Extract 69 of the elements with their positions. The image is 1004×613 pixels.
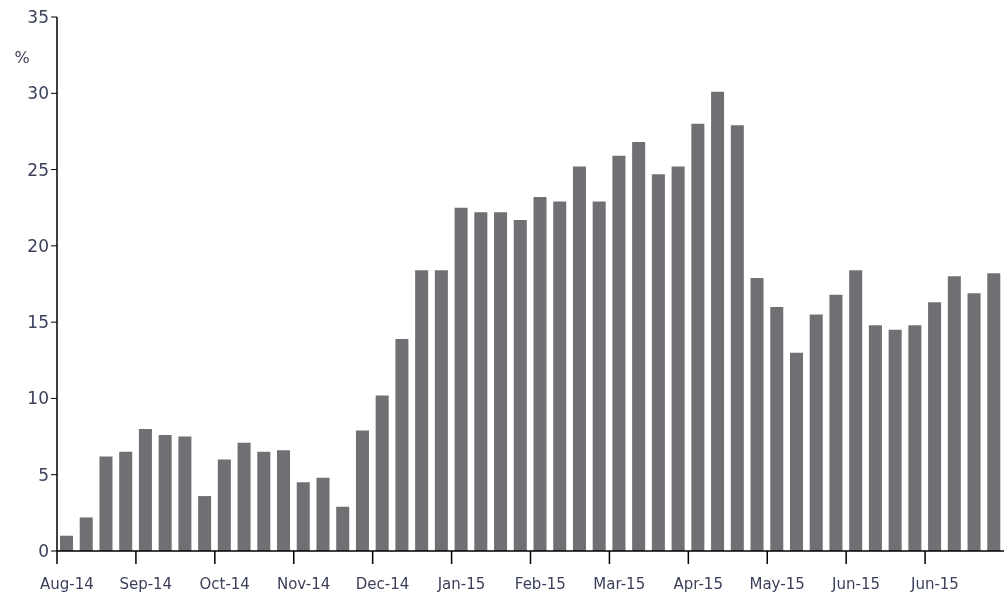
bar	[947, 276, 961, 551]
bar	[533, 197, 547, 551]
y-tick-label: 25	[27, 159, 49, 180]
bar	[119, 451, 133, 551]
bar	[138, 428, 152, 551]
x-tick-label: Sep-14	[119, 575, 173, 593]
y-axis-title: %	[14, 48, 30, 67]
bar	[336, 506, 350, 551]
bar	[434, 270, 448, 551]
x-tick-label: Jun-15	[831, 575, 880, 593]
x-tick-label: May-15	[749, 575, 805, 593]
x-tick-label: Feb-15	[514, 575, 566, 593]
y-tick-label: 0	[38, 541, 49, 562]
bar	[691, 123, 705, 551]
bar	[277, 450, 291, 551]
bar	[868, 325, 882, 551]
bar	[316, 477, 330, 551]
bar	[770, 306, 784, 551]
bar	[158, 435, 172, 551]
bar	[217, 459, 231, 551]
bar	[651, 174, 665, 551]
x-tick-label: Oct-14	[199, 575, 250, 593]
bar	[99, 456, 113, 551]
bar	[553, 201, 567, 551]
y-tick-label: 20	[27, 235, 49, 256]
bar	[967, 293, 981, 551]
bar	[572, 166, 586, 551]
bar	[257, 451, 271, 551]
bar	[494, 212, 508, 551]
y-tick-label: 30	[27, 83, 49, 104]
x-tick-label: Aug-14	[39, 575, 94, 593]
bar	[296, 482, 310, 551]
bar	[415, 270, 429, 551]
bar	[237, 442, 251, 551]
bar	[474, 212, 488, 551]
bar	[671, 166, 685, 551]
bar	[632, 142, 646, 551]
x-tick-label: Mar-15	[593, 575, 646, 593]
bar	[60, 535, 74, 551]
bar	[928, 302, 942, 551]
x-tick-label: Apr-15	[673, 575, 723, 593]
x-tick-label: Nov-14	[276, 575, 331, 593]
bar	[908, 325, 922, 551]
bar	[888, 329, 902, 551]
bar	[592, 201, 606, 551]
bar	[730, 125, 744, 551]
bar	[178, 436, 192, 551]
bar	[355, 430, 369, 551]
bar	[750, 277, 764, 551]
bar	[809, 314, 823, 551]
bar	[513, 219, 527, 551]
y-tick-label: 5	[38, 464, 49, 485]
bar	[198, 496, 212, 551]
x-tick-label: Jun-15	[909, 575, 959, 593]
bar	[79, 517, 93, 551]
bar	[987, 273, 1001, 551]
y-tick-label: 35	[27, 7, 49, 28]
y-tick-label: 10	[27, 388, 49, 409]
bar	[711, 91, 725, 551]
bar	[612, 155, 626, 551]
x-tick-label: Dec-14	[355, 575, 410, 593]
bar	[789, 352, 803, 551]
bar	[454, 207, 468, 551]
x-tick-label: Jan-15	[436, 575, 486, 593]
bar	[849, 270, 863, 551]
bar	[395, 338, 409, 551]
bar	[375, 395, 389, 551]
bar	[829, 294, 843, 551]
y-tick-label: 15	[27, 312, 49, 333]
